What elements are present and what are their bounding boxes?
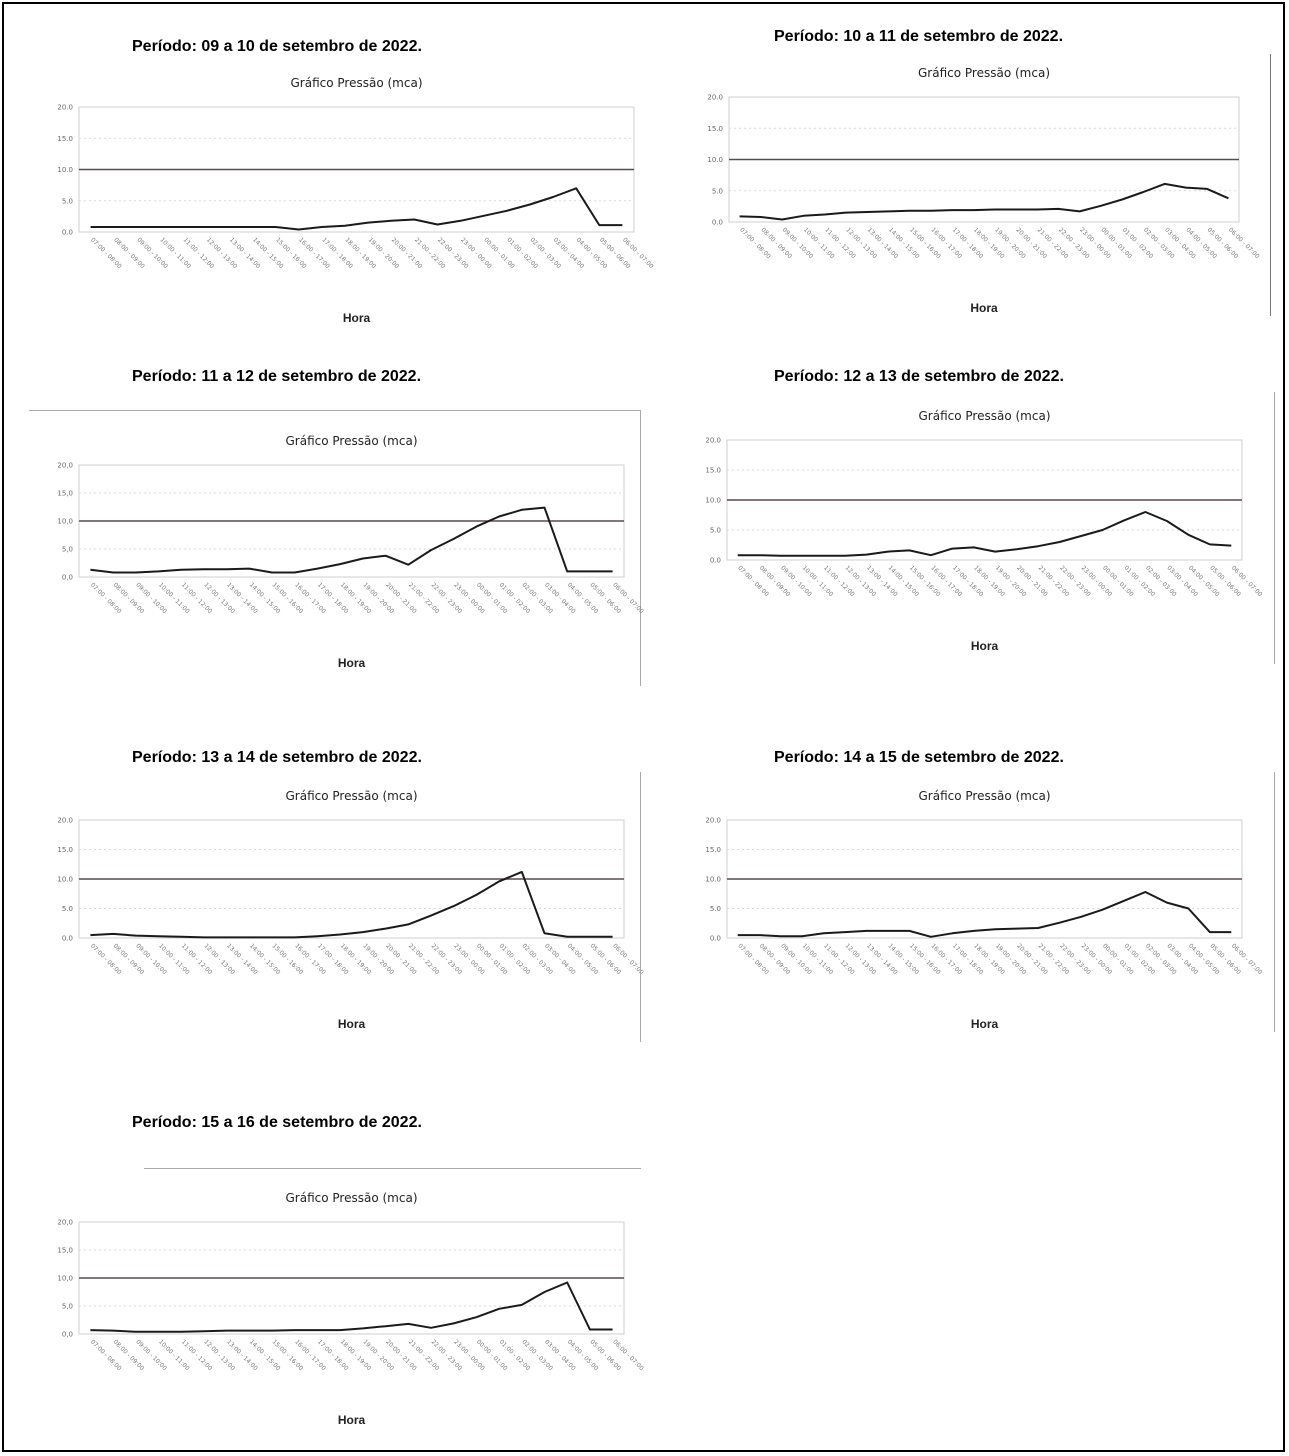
y-tick-label: 0,0: [62, 1331, 73, 1339]
y-tick-label: 0,0: [62, 574, 73, 582]
y-tick-label: 20.0: [57, 817, 73, 825]
period-title: Período: 14 a 15 de setembro de 2022.: [774, 749, 1064, 766]
y-tick-label: 15.0: [57, 846, 73, 854]
y-tick-label: 5.0: [710, 905, 721, 913]
y-tick-label: 20,0: [57, 1219, 73, 1227]
frame-line: [640, 772, 641, 1042]
y-tick-label: 0.0: [62, 935, 73, 943]
period-title: Período: 09 a 10 de setembro de 2022.: [132, 38, 422, 55]
frame-line: [29, 410, 641, 411]
frame-line: [1274, 772, 1275, 1032]
pressure-chart: Gráfico Pressão (mca)0,05,010,015,020,00…: [57, 1191, 645, 1427]
y-tick-label: 5,0: [62, 546, 73, 554]
frame-line: [1274, 392, 1275, 664]
chart-title: Gráfico Pressão (mca): [919, 789, 1051, 803]
chart-title: Gráfico Pressão (mca): [286, 434, 418, 448]
y-tick-label: 10.0: [705, 876, 721, 884]
y-tick-label: 10.0: [707, 156, 723, 164]
y-tick-label: 20.0: [705, 817, 721, 825]
y-tick-label: 0.0: [710, 557, 721, 565]
y-tick-label: 10.0: [57, 166, 73, 174]
pressure-chart: Gráfico Pressão (mca)0.05.010.015.020.00…: [57, 789, 645, 1031]
y-tick-label: 10,0: [57, 518, 73, 526]
y-tick-label: 5.0: [710, 527, 721, 535]
frame-line: [144, 1168, 641, 1169]
y-tick-label: 5.0: [712, 187, 723, 195]
period-title: Período: 10 a 11 de setembro de 2022.: [774, 28, 1064, 45]
period-title: Período: 13 a 14 de setembro de 2022.: [132, 749, 422, 766]
y-tick-label: 15.0: [57, 135, 73, 143]
x-axis-label: Hora: [970, 301, 998, 315]
pressure-chart: Gráfico Pressão (mca)0.05.010.015.020.00…: [705, 409, 1263, 653]
x-axis-label: Hora: [338, 1017, 366, 1031]
pressure-chart: Gráfico Pressão (mca)0.05.010.015.020.00…: [705, 789, 1263, 1031]
pressure-chart: Gráfico Pressão (mca)0.05.010.015.020.00…: [707, 66, 1260, 315]
pressure-chart: Gráfico Pressão (mca)0.05.010.015.020.00…: [57, 76, 654, 325]
pressure-series-line: [737, 511, 1232, 557]
period-title: Período: 11 a 12 de setembro de 2022.: [132, 368, 422, 385]
page-edge-line: [1270, 54, 1271, 316]
pressure-series-line: [739, 182, 1229, 221]
pressure-series-line: [90, 187, 623, 231]
y-tick-label: 5.0: [62, 905, 73, 913]
y-tick-label: 15,0: [57, 1247, 73, 1255]
chart-title: Gráfico Pressão (mca): [918, 66, 1050, 80]
y-tick-label: 10,0: [57, 1275, 73, 1283]
pressure-series-line: [737, 891, 1232, 938]
chart-title: Gráfico Pressão (mca): [919, 409, 1051, 423]
frame-line: [640, 410, 641, 686]
y-tick-label: 20,0: [57, 462, 73, 470]
y-tick-label: 10.0: [57, 876, 73, 884]
y-tick-label: 15,0: [57, 490, 73, 498]
y-tick-label: 5.0: [62, 197, 73, 205]
y-tick-label: 0.0: [62, 229, 73, 237]
y-tick-label: 5,0: [62, 1303, 73, 1311]
x-axis-label: Hora: [343, 311, 371, 325]
pressure-series-line: [90, 870, 613, 939]
x-axis-label: Hora: [971, 1017, 999, 1031]
pressure-chart: Gráfico Pressão (mca)0,05,010,015,020,00…: [57, 434, 645, 670]
x-axis-label: Hora: [338, 656, 366, 670]
x-axis-label: Hora: [971, 639, 999, 653]
y-tick-label: 20.0: [705, 437, 721, 445]
y-tick-label: 0.0: [710, 935, 721, 943]
x-axis-label: Hora: [338, 1413, 366, 1427]
y-tick-label: 20.0: [57, 104, 73, 112]
chart-title: Gráfico Pressão (mca): [291, 76, 423, 90]
pressure-series-line: [90, 506, 613, 574]
y-tick-label: 15.0: [705, 846, 721, 854]
y-tick-label: 20.0: [707, 94, 723, 102]
period-title: Período: 15 a 16 de setembro de 2022.: [132, 1114, 422, 1131]
period-title: Período: 12 a 13 de setembro de 2022.: [774, 368, 1064, 385]
y-tick-label: 15.0: [707, 125, 723, 133]
y-tick-label: 15.0: [705, 467, 721, 475]
pressure-series-line: [90, 1281, 613, 1333]
chart-title: Gráfico Pressão (mca): [286, 789, 418, 803]
y-tick-label: 0.0: [712, 219, 723, 227]
chart-title: Gráfico Pressão (mca): [286, 1191, 418, 1205]
y-tick-label: 10.0: [705, 497, 721, 505]
